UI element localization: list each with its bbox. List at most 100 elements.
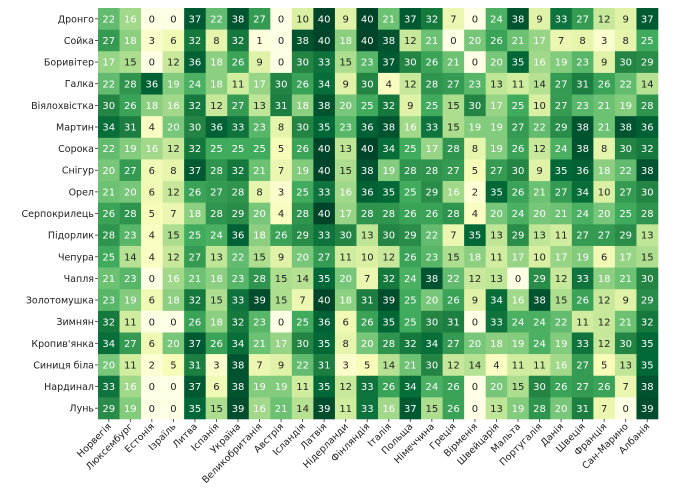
heatmap-cell — [421, 202, 443, 225]
cell-value-label: 33 — [576, 274, 589, 285]
cell-value-label: 26 — [275, 231, 288, 242]
heatmap-cell — [571, 116, 594, 139]
row-label: Лунь — [69, 404, 94, 415]
cell-value-label: 17 — [425, 144, 438, 155]
heatmap-cell — [614, 72, 637, 95]
cell-value-label: 31 — [189, 361, 202, 372]
cell-value-label: 32 — [641, 317, 654, 328]
heatmap-cell — [98, 94, 120, 117]
heatmap-cell — [593, 332, 616, 355]
cell-value-label: 22 — [533, 123, 546, 134]
cell-value-label: 12 — [598, 14, 611, 25]
cell-value-label: 23 — [576, 101, 589, 112]
heatmap-cell — [421, 397, 443, 420]
heatmap-cell — [205, 181, 228, 203]
cell-value-label: 6 — [149, 166, 155, 177]
heatmap-cell — [485, 310, 508, 333]
heatmap-cell — [119, 245, 142, 268]
cell-value-label: 32 — [102, 317, 115, 328]
cell-value-label: 15 — [275, 296, 288, 307]
heatmap-cell — [248, 224, 271, 247]
cell-value-label: 37 — [404, 404, 417, 415]
heatmap-cell — [248, 159, 271, 182]
cell-value-label: 21 — [619, 274, 632, 285]
cell-value-label: 33 — [318, 231, 331, 242]
heatmap-cell — [614, 51, 637, 74]
cell-value-label: 25 — [232, 144, 245, 155]
heatmap-cell — [550, 29, 573, 52]
heatmap-cell — [464, 29, 486, 52]
cell-value-label: 29 — [555, 123, 568, 134]
cell-value-label: 0 — [170, 317, 176, 328]
cell-value-label: 38 — [512, 14, 525, 25]
heatmap-cell — [141, 29, 163, 52]
cell-value-label: 20 — [361, 339, 374, 350]
heatmap-cell — [141, 72, 163, 95]
heatmap-cell — [507, 354, 530, 377]
heatmap-cell — [184, 137, 206, 160]
cell-value-label: 22 — [447, 274, 460, 285]
heatmap-cell — [550, 310, 573, 333]
cell-value-label: 26 — [361, 317, 374, 328]
cell-value-label: 15 — [339, 58, 352, 69]
heatmap-cell — [162, 8, 185, 30]
cell-value-label: 30 — [641, 274, 654, 285]
cell-value-label: 7 — [278, 166, 284, 177]
heatmap-cell — [485, 224, 508, 247]
cell-value-label: 26 — [598, 79, 611, 90]
cell-value-label: 31 — [447, 317, 460, 328]
heatmap-cell — [636, 116, 659, 139]
heatmap-cell — [614, 8, 637, 30]
heatmap-cell — [291, 72, 314, 95]
heatmap-cell — [227, 51, 250, 74]
heatmap-cell — [636, 159, 659, 182]
cell-value-label: 40 — [318, 14, 331, 25]
heatmap-cell — [399, 94, 422, 117]
heatmap-cell — [593, 8, 616, 30]
cell-value-label: 22 — [102, 144, 115, 155]
cell-value-label: 37 — [189, 382, 202, 393]
heatmap-cell — [378, 375, 400, 398]
heatmap-cell — [636, 397, 659, 420]
heatmap-cell — [98, 245, 120, 268]
heatmap-cell — [205, 354, 228, 377]
heatmap-cell — [528, 267, 551, 290]
heatmap-cell — [270, 224, 293, 247]
heatmap-cell — [313, 354, 336, 377]
heatmap-cell — [378, 94, 400, 117]
cell-value-label: 2 — [149, 361, 155, 372]
cell-value-label: 5 — [472, 166, 478, 177]
heatmap-cell — [636, 137, 659, 160]
cell-value-label: 32 — [382, 101, 395, 112]
heatmap-cell — [442, 354, 465, 377]
cell-value-label: 14 — [296, 274, 309, 285]
heatmap-cell — [162, 116, 185, 139]
heatmap-cell — [378, 245, 400, 268]
heatmap-cell — [141, 159, 163, 182]
heatmap-cell — [270, 332, 293, 355]
heatmap-cell — [614, 375, 637, 398]
cell-value-label: 40 — [318, 209, 331, 220]
heatmap-cell — [205, 116, 228, 139]
heatmap-cell — [119, 397, 142, 420]
heatmap-cell — [485, 245, 508, 268]
heatmap-cell — [205, 159, 228, 182]
heatmap-cell — [636, 375, 659, 398]
heatmap-cell — [507, 181, 530, 203]
heatmap-cell — [162, 29, 185, 52]
heatmap-cell — [550, 137, 573, 160]
heatmap-cell — [334, 159, 357, 182]
heatmap-cell — [421, 8, 443, 30]
cell-value-label: 26 — [425, 58, 438, 69]
cell-value-label: 23 — [124, 231, 137, 242]
row-label: Сорока — [58, 144, 94, 155]
heatmap-cell — [313, 202, 336, 225]
heatmap-cell — [378, 72, 400, 95]
cell-value-label: 6 — [213, 382, 219, 393]
heatmap-cell — [356, 137, 379, 160]
heatmap-cell — [378, 332, 400, 355]
heatmap-cell — [442, 310, 465, 333]
heatmap-cell — [291, 267, 314, 290]
heatmap-cell — [378, 202, 400, 225]
cell-value-label: 7 — [558, 36, 564, 47]
